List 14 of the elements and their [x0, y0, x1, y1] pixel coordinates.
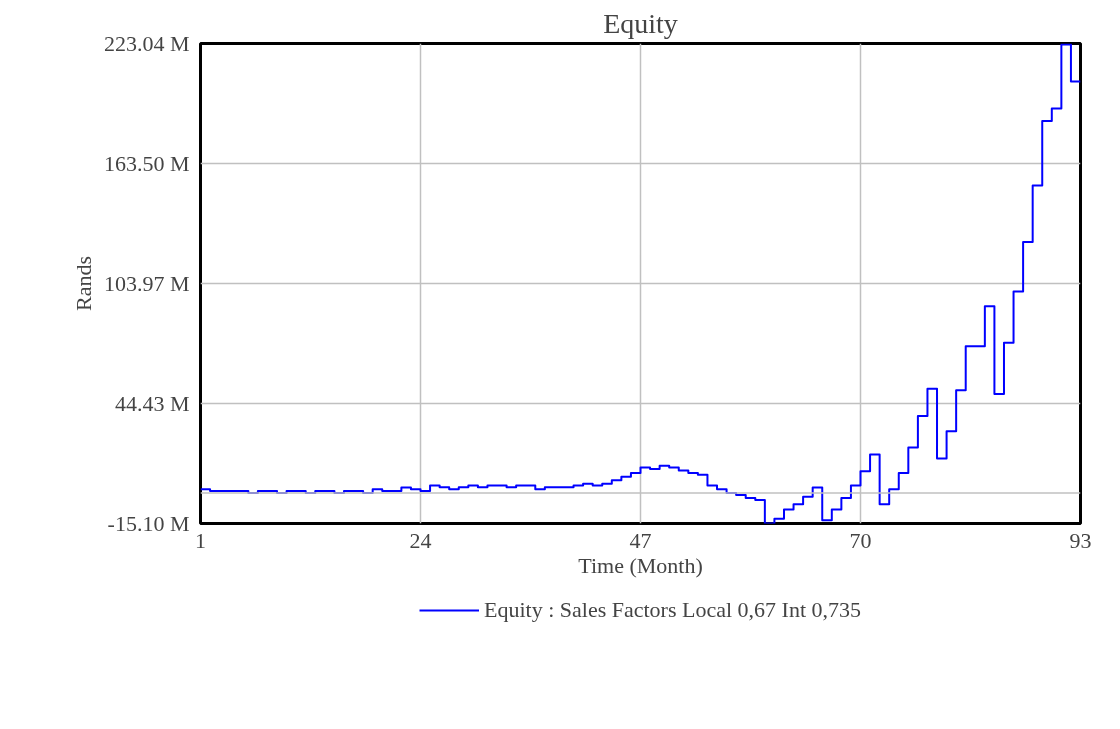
- y-tick-label: -15.10 M: [107, 511, 190, 536]
- x-tick-label: 70: [849, 527, 872, 553]
- y-tick-label: 103.97 M: [103, 271, 190, 296]
- x-axis-title: Time (Month): [578, 552, 703, 578]
- legend-label: Equity : Sales Factors Local 0,67 Int 0,735: [484, 597, 861, 623]
- y-tick-label: 223.04 M: [103, 31, 190, 56]
- x-tick-label: 47: [629, 527, 652, 553]
- y-tick-label: 44.43 M: [114, 391, 190, 417]
- x-tick-label: 24: [409, 527, 432, 553]
- y-axis-title: Rands: [70, 256, 96, 311]
- x-tick-label: 93: [1069, 527, 1092, 553]
- x-tick-label: 1: [195, 527, 206, 553]
- chart-title: Equity: [603, 7, 678, 39]
- y-tick-label: 163.50 M: [103, 151, 190, 177]
